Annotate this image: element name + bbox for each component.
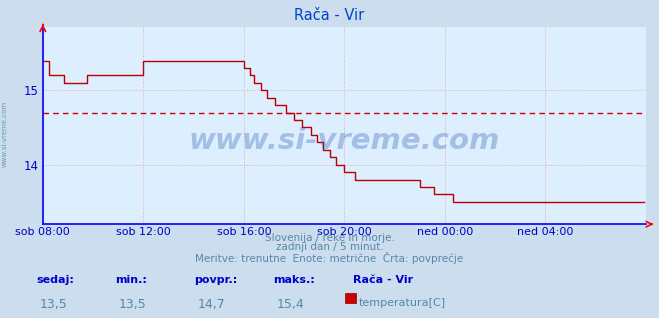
Text: maks.:: maks.: xyxy=(273,275,315,285)
Text: sedaj:: sedaj: xyxy=(36,275,74,285)
Text: Rača - Vir: Rača - Vir xyxy=(353,275,413,285)
Text: 13,5: 13,5 xyxy=(119,298,146,311)
Text: temperatura[C]: temperatura[C] xyxy=(359,298,446,308)
Text: min.:: min.: xyxy=(115,275,147,285)
Text: www.si-vreme.com: www.si-vreme.com xyxy=(188,128,500,156)
Text: Slovenija / reke in morje.: Slovenija / reke in morje. xyxy=(264,233,395,243)
Text: povpr.:: povpr.: xyxy=(194,275,238,285)
Text: Meritve: trenutne  Enote: metrične  Črta: povprečje: Meritve: trenutne Enote: metrične Črta: … xyxy=(195,252,464,264)
Text: 14,7: 14,7 xyxy=(198,298,225,311)
Text: www.si-vreme.com: www.si-vreme.com xyxy=(2,100,8,167)
Text: 13,5: 13,5 xyxy=(40,298,67,311)
Text: 15,4: 15,4 xyxy=(277,298,304,311)
Text: Rača - Vir: Rača - Vir xyxy=(295,8,364,23)
Text: zadnji dan / 5 minut.: zadnji dan / 5 minut. xyxy=(275,242,384,252)
